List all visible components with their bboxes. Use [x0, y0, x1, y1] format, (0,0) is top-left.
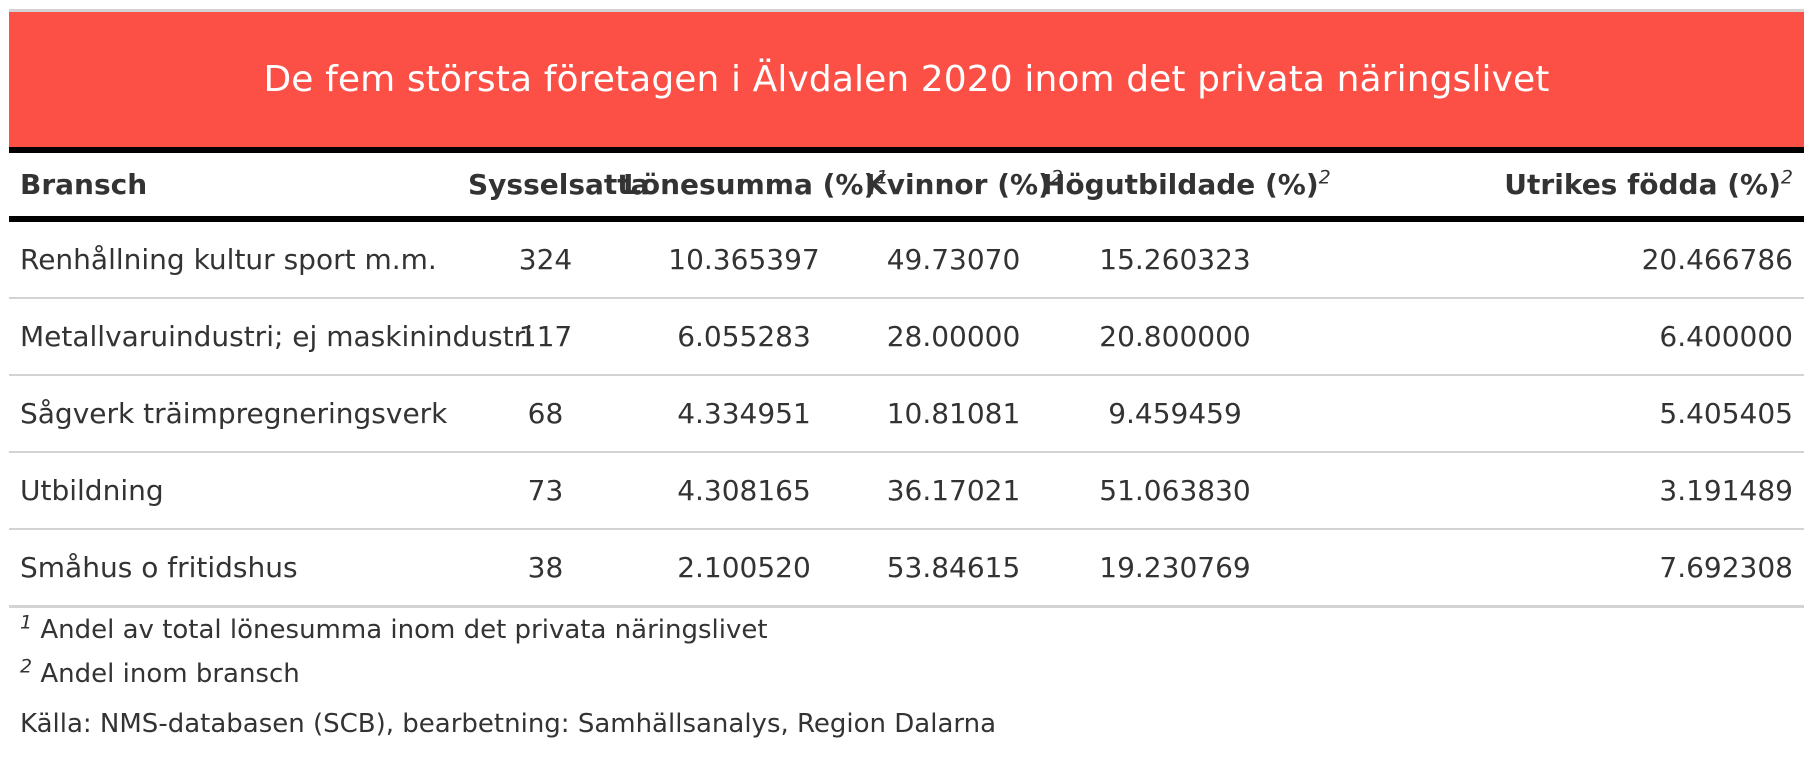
- hogutbildade-cell: 20.800000: [1042, 298, 1308, 376]
- footnote-text: Andel av total lönesumma inom det privat…: [40, 615, 768, 645]
- table-row: Sågverk träimpregneringsverk 68 4.334951…: [9, 375, 1804, 453]
- footnote-mark: 2: [1318, 166, 1331, 189]
- bransch-cell: Renhållning kultur sport m.m.: [9, 222, 468, 299]
- header-row: Bransch Sysselsatta Lönesumma (%)1 Kvinn…: [9, 153, 1804, 216]
- top-rule: [9, 9, 1804, 12]
- lonesumma-cell: 4.334951: [623, 375, 865, 453]
- kvinnor-cell: 28.00000: [865, 298, 1042, 376]
- footnote-text: Andel inom bransch: [40, 659, 300, 689]
- table-container: De fem största företagen i Älvdalen 2020…: [9, 9, 1804, 746]
- table-row: Renhållning kultur sport m.m. 324 10.365…: [9, 222, 1804, 299]
- table-row: Utbildning 73 4.308165 36.17021 51.06383…: [9, 452, 1804, 530]
- hogutbildade-cell: 9.459459: [1042, 375, 1308, 453]
- source-note: Källa: NMS-databasen (SCB), bearbetning:…: [20, 709, 997, 739]
- kvinnor-cell: 53.84615: [865, 529, 1042, 608]
- footnotes: 1 Andel av total lönesumma inom det priv…: [9, 608, 1804, 746]
- table-row: Småhus o fritidshus 38 2.100520 53.84615…: [9, 529, 1804, 608]
- header-divider: [9, 216, 1804, 222]
- utrikes-fodda-cell: 7.692308: [1308, 529, 1804, 608]
- sysselsatta-cell: 73: [468, 452, 623, 530]
- bransch-cell: Småhus o fritidshus: [9, 529, 468, 608]
- footnote-mark: 2: [1780, 166, 1793, 189]
- column-header-lonesumma: Lönesumma (%)1: [623, 166, 889, 201]
- data-table: Bransch Sysselsatta Lönesumma (%)1 Kvinn…: [9, 153, 1804, 608]
- bransch-cell: Sågverk träimpregneringsverk: [9, 375, 468, 453]
- title-divider: [9, 147, 1804, 153]
- sysselsatta-cell: 38: [468, 529, 623, 608]
- footnote-2: 2 Andel inom bransch: [20, 652, 1804, 696]
- kvinnor-cell: 49.73070: [865, 222, 1042, 299]
- column-header-hogutbildade: Högutbildade (%)2: [1042, 166, 1331, 201]
- bransch-cell: Utbildning: [9, 452, 468, 530]
- footnote-1: 1 Andel av total lönesumma inom det priv…: [20, 608, 1804, 652]
- footnote-mark: 2: [20, 655, 33, 678]
- sysselsatta-cell: 68: [468, 375, 623, 453]
- column-header-bransch: Bransch: [20, 168, 148, 201]
- hogutbildade-cell: 19.230769: [1042, 529, 1308, 608]
- utrikes-fodda-cell: 5.405405: [1308, 375, 1804, 453]
- table-row: Metallvaruindustri; ej maskinindustri 11…: [9, 298, 1804, 376]
- bransch-cell: Metallvaruindustri; ej maskinindustri: [9, 298, 533, 376]
- table-title: De fem största företagen i Älvdalen 2020…: [263, 59, 1550, 100]
- lonesumma-cell: 6.055283: [623, 298, 865, 376]
- lonesumma-cell: 10.365397: [623, 222, 865, 299]
- kvinnor-cell: 36.17021: [865, 452, 1042, 530]
- utrikes-fodda-cell: 3.191489: [1308, 452, 1804, 530]
- column-header-utrikes-fodda: Utrikes födda (%)2: [1504, 166, 1793, 201]
- footnote-mark: 1: [20, 611, 33, 634]
- title-bar: De fem största företagen i Älvdalen 2020…: [9, 12, 1804, 147]
- hogutbildade-cell: 51.063830: [1042, 452, 1308, 530]
- lonesumma-cell: 2.100520: [623, 529, 865, 608]
- footnote-mark: 1: [876, 166, 889, 189]
- lonesumma-cell: 4.308165: [623, 452, 865, 530]
- sysselsatta-cell: 117: [468, 298, 623, 376]
- hogutbildade-cell: 15.260323: [1042, 222, 1308, 299]
- footnote-mark: 2: [1050, 166, 1063, 189]
- sysselsatta-cell: 324: [468, 222, 623, 299]
- utrikes-fodda-cell: 6.400000: [1308, 298, 1804, 376]
- kvinnor-cell: 10.81081: [865, 375, 1042, 453]
- column-header-sysselsatta: Sysselsatta: [468, 168, 650, 201]
- column-header-kvinnor: Kvinnor (%)2: [865, 166, 1063, 201]
- utrikes-fodda-cell: 20.466786: [1308, 222, 1804, 299]
